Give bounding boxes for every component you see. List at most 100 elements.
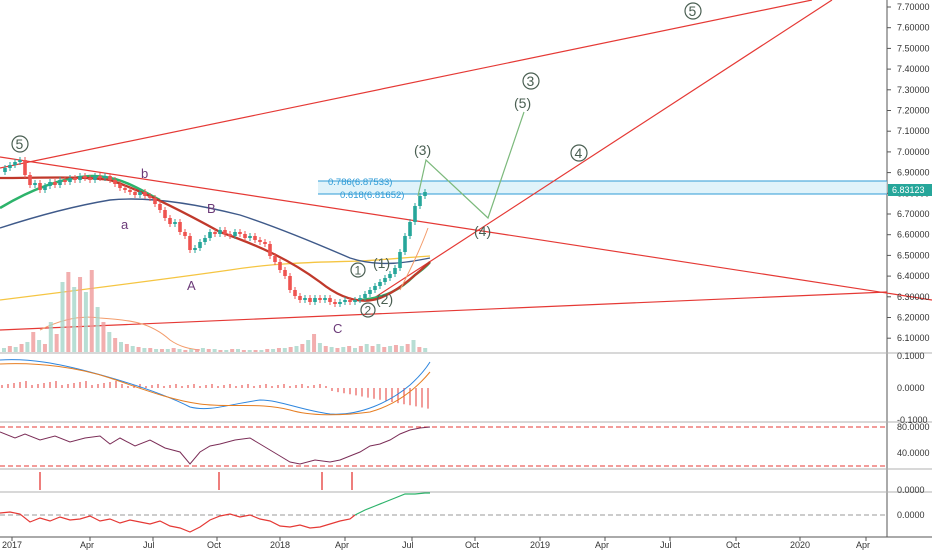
candle-body [403, 236, 407, 252]
osc-green-line [354, 492, 430, 516]
volume-bar [89, 270, 94, 352]
time-tick-label: Apr [335, 540, 349, 550]
volume-bar [136, 347, 141, 352]
time-tick-label: Jul [660, 540, 672, 550]
candle-body [313, 298, 317, 302]
candle-body [18, 160, 22, 162]
volume-bar [341, 347, 346, 352]
volume-bar [60, 282, 65, 352]
wave-circle-1 [350, 262, 366, 278]
candle-body [108, 176, 112, 180]
candle-body [153, 198, 157, 204]
volume-bar [19, 344, 24, 352]
candle-body [138, 192, 142, 195]
candle-body [28, 175, 32, 185]
candle-body [178, 222, 182, 232]
volume-bar [78, 277, 83, 352]
volume-bar [382, 347, 387, 352]
price-candles [3, 157, 427, 307]
candle-body [198, 242, 202, 248]
candle-body [408, 222, 412, 236]
volume-bar [159, 349, 164, 352]
trendline-wave4[interactable] [373, 0, 833, 299]
volume-bar [142, 348, 147, 352]
volume-bar [317, 343, 322, 352]
trendline-lower[interactable] [0, 291, 888, 331]
candle-body [343, 300, 347, 302]
osc-tick-0: 0.0000 [897, 510, 925, 520]
price-tick-label: 7.00000 [897, 147, 930, 157]
wave-projection[interactable] [417, 111, 525, 220]
volume-bar [405, 344, 410, 352]
candle-body [303, 298, 307, 300]
price-tick-label: 7.10000 [897, 126, 930, 136]
candle-body [53, 182, 57, 185]
candle-body [283, 270, 287, 276]
time-tick-label: Jul [402, 540, 414, 550]
volume-bar [183, 350, 188, 352]
trendline-descending[interactable] [0, 156, 932, 301]
fib-zone [318, 181, 887, 194]
wave-circle-5-left [11, 135, 29, 153]
time-tick-label: 2017 [2, 540, 22, 550]
volume-bar [37, 340, 42, 352]
volume-bar [358, 346, 363, 352]
macd-tick-2: -0.1000 [897, 415, 928, 425]
volume-bar [335, 348, 340, 352]
volume-bar [171, 348, 176, 352]
candle-body [258, 240, 262, 242]
candle-body [328, 298, 332, 302]
volume-bar [189, 349, 194, 352]
wave-label-circle-5-right: 5 [689, 3, 697, 19]
candle-body [168, 218, 172, 224]
time-axis-ticks: 2017 Apr Jul Oct 2018 Apr Jul Oct 2019 Apr Jul Oct 2… [2, 537, 870, 550]
time-tick-label: Apr [80, 540, 94, 550]
price-tick-label: 7.50000 [897, 43, 930, 53]
price-tick-label: 6.30000 [897, 292, 930, 302]
wave-label-paren-1: (1) [373, 255, 390, 271]
wave-label-a: a [121, 217, 129, 232]
volume-bar [230, 349, 235, 352]
volume-bar [306, 340, 311, 352]
volume-bar [206, 349, 211, 352]
volume-bar [195, 349, 200, 352]
volume-bar [247, 350, 252, 352]
candle-body [23, 160, 27, 175]
candle-body [238, 232, 242, 234]
candle-body [383, 278, 387, 282]
candle-body [293, 290, 297, 296]
volume-bar [376, 344, 381, 352]
price-tick-label: 6.20000 [897, 313, 930, 323]
price-tick-label: 7.20000 [897, 106, 930, 116]
current-price-tag [888, 184, 932, 196]
candle-body [373, 286, 377, 290]
candle-body [288, 276, 292, 290]
volume-bar [95, 307, 100, 352]
volume-bar [31, 332, 36, 352]
candle-body [8, 165, 12, 168]
price-tick-label: 6.50000 [897, 250, 930, 260]
candle-body [298, 296, 302, 300]
volume-bar [200, 348, 205, 352]
wave-label-B: B [207, 201, 216, 216]
volume-bar [218, 350, 223, 352]
candle-body [63, 180, 67, 182]
candle-body [308, 298, 312, 302]
candle-body [203, 238, 207, 242]
candle-body [348, 300, 352, 302]
macd-tick-1: 0.0000 [897, 383, 925, 393]
price-tick-label: 7.60000 [897, 23, 930, 33]
ind-tick-0: 0.0000 [897, 485, 925, 495]
candle-body [173, 222, 177, 224]
trendline-upper[interactable] [0, 0, 813, 169]
volume-bar [148, 348, 153, 352]
candle-body [123, 188, 127, 190]
volume-bar [265, 349, 270, 352]
candle-body [358, 298, 362, 300]
price-tick-label: 6.40000 [897, 271, 930, 281]
candle-body [233, 232, 237, 236]
candle-body [128, 190, 132, 192]
rsi-tick-80: 80.0000 [897, 422, 930, 432]
